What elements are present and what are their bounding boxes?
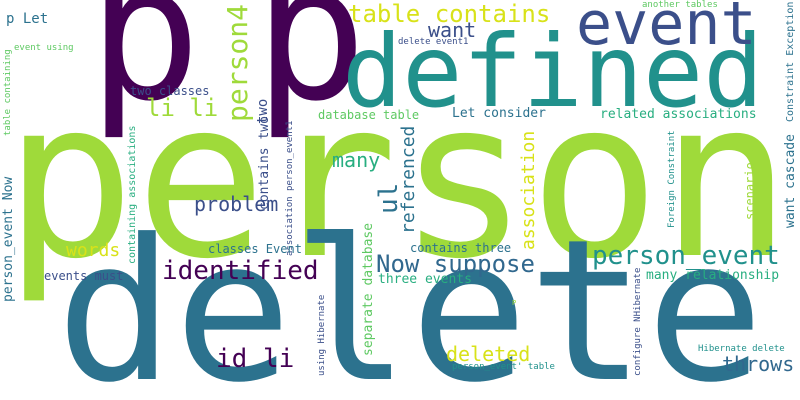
word-want: want	[428, 18, 477, 42]
word-association-person-event1: association person_event1	[285, 120, 295, 256]
word-related-associations: related associations	[600, 107, 757, 122]
word-two-classes: two classes	[130, 84, 210, 98]
word-many-relationship: many relationship	[646, 268, 780, 283]
word-event-using: event using	[14, 43, 74, 53]
word-person4: person4	[221, 3, 254, 122]
word-three-events: three events	[378, 272, 472, 287]
word-delete-event1: delete event1	[398, 37, 469, 47]
word-scenario-p: scenario p	[743, 147, 757, 220]
word-another-tables: another tables	[642, 0, 718, 10]
word-li-li: li li	[146, 94, 219, 122]
word-referenced: referenced	[398, 125, 419, 234]
word-classes-event: classes Event	[208, 242, 302, 256]
word-database-table: database table	[318, 108, 420, 122]
word-person-event: person_event	[592, 241, 780, 271]
word-let-consider: Let consider	[452, 106, 546, 121]
word-events-must: events must	[44, 269, 124, 283]
word-throws: throws	[722, 352, 795, 376]
word-person-event-table: person_event' table	[452, 362, 555, 372]
word-delete: delete	[56, 198, 765, 400]
word-configure-nhibernate: configure NHibernate	[633, 267, 643, 376]
word-defined: defined	[342, 13, 764, 130]
word-p-small: P	[512, 299, 517, 307]
word-constraint-exception: Constraint Exception	[785, 1, 796, 122]
word-table-containing: table containing	[3, 49, 13, 136]
word-event: event	[576, 0, 757, 59]
word-identified: identified	[162, 256, 319, 286]
word-want-cascade: want cascade	[783, 134, 798, 228]
word-p-let: p Let	[6, 11, 49, 27]
word-words: words	[66, 240, 121, 261]
word-now-suppose: Now suppose	[376, 250, 535, 278]
word-containing-associations: containing associations	[127, 125, 138, 264]
word-p-2: p	[254, 0, 368, 143]
word-p-1: p	[88, 0, 202, 143]
word-problem: problem	[194, 192, 279, 216]
word-deleted: deleted	[446, 342, 531, 366]
word-contains-three: contains three	[410, 241, 512, 255]
word-many: many	[332, 148, 381, 172]
word-person: person	[4, 54, 792, 307]
word-using-hibernate: using Hibernate	[317, 294, 327, 376]
word-table-contains: table contains	[348, 0, 551, 28]
word-id-li: id li	[216, 344, 295, 374]
word-separate-database: separate database	[361, 222, 376, 356]
word-contains-two: contains two	[257, 116, 272, 210]
word-association: association	[518, 130, 539, 250]
word-person-event-now: person_event Now	[1, 176, 16, 302]
word-foreign-constraint: Foreign Constraint	[667, 130, 677, 228]
word-hibernate-delete: Hibernate delete	[698, 344, 785, 354]
